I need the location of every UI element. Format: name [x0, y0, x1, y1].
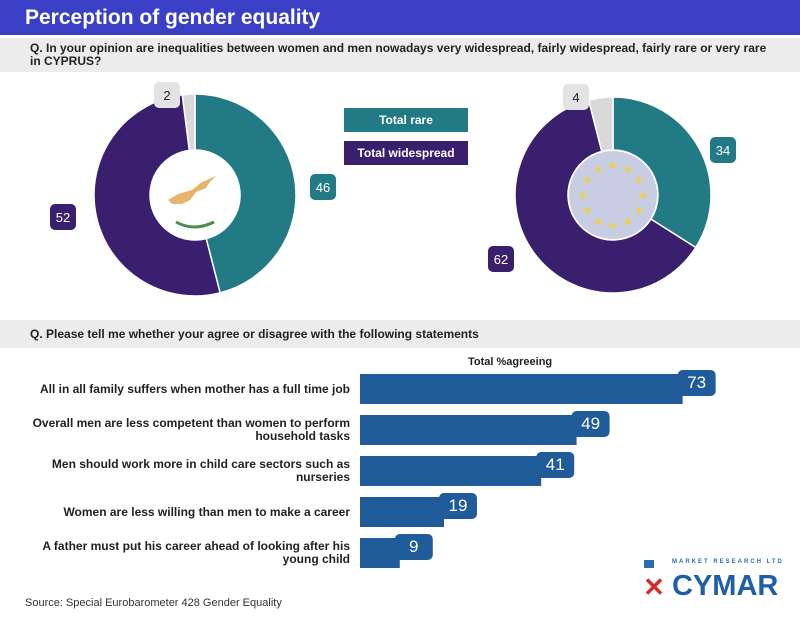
bar-value-2-text: 41 [546, 455, 565, 474]
donut-0-label-1 [50, 204, 76, 230]
donut-0-slice-0 [194, 93, 297, 294]
logo-subtitle: MARKET RESEARCH LTD [672, 559, 784, 565]
bar-value-1-text: 49 [581, 414, 600, 433]
eu-star-icon: ★ [634, 175, 644, 187]
bar-value-3-text: 19 [449, 496, 468, 515]
bar-value-4-text: 9 [409, 537, 418, 556]
eu-star-icon: ★ [623, 164, 633, 176]
eu-star-icon: ★ [623, 216, 633, 228]
logo-blocks-icon [644, 560, 654, 568]
bar-value-3 [438, 493, 477, 519]
bar-value-1 [571, 411, 610, 437]
bar-3 [360, 497, 444, 527]
donut-1-label-2-text: 4 [572, 90, 579, 105]
bar-0 [360, 374, 683, 404]
cyprus-flag-icon [151, 151, 239, 239]
donut-1-slice-0 [612, 96, 712, 249]
eu-star-icon: ★ [582, 205, 592, 217]
bar-category-label: A father must put his career ahead of lo… [42, 539, 350, 566]
logo-figure-icon: ✕ [643, 572, 665, 602]
donut-0-label-2 [154, 82, 180, 108]
eu-star-icon: ★ [582, 175, 592, 187]
bar-value-0 [677, 370, 716, 396]
bar-category-label: Women are less willing than men to make … [63, 504, 350, 519]
bar-2 [360, 456, 542, 486]
donut-1-label-1 [488, 246, 514, 272]
source-note: Source: Special Eurobarometer 428 Gender… [25, 597, 282, 609]
question-2: Q. Please tell me whether your agree or … [0, 320, 800, 348]
donut-0-slice-2 [181, 93, 196, 152]
legend-rare: Total rare [344, 108, 468, 132]
eu-star-icon: ★ [593, 216, 603, 228]
donut-0-label-1-text: 52 [56, 210, 70, 225]
bar-1 [360, 415, 577, 445]
bar-value-4 [394, 534, 433, 560]
bar-value-2 [536, 452, 575, 478]
donut-1-label-1-text: 62 [494, 252, 508, 267]
donut-1-label-2 [563, 84, 589, 110]
eu-flag-icon [569, 151, 657, 239]
question-1: Q. In your opinion are inequalities betw… [0, 38, 800, 72]
eu-star-icon: ★ [593, 164, 603, 176]
bar-chart-title: Total %agreeing [468, 356, 553, 368]
logo-text: CYMAR [672, 570, 779, 602]
donut-1-slice-1 [514, 99, 697, 294]
donut-1-label-0-text: 34 [716, 143, 730, 158]
bar-category-label: Overall men are less competent than wome… [32, 416, 350, 443]
eu-star-icon: ★ [578, 190, 588, 202]
eu-star-icon: ★ [638, 190, 648, 202]
legend-widespread: Total widespread [344, 141, 468, 165]
donut-1-slice-2 [587, 96, 614, 153]
eu-star-icon: ★ [608, 160, 618, 172]
donut-0-label-2-text: 2 [163, 88, 170, 103]
page-title: Perception of gender equality [0, 0, 800, 35]
eu-star-icon: ★ [608, 220, 618, 232]
bar-category-label: Men should work more in child care secto… [51, 457, 350, 484]
donut-0-label-0 [310, 174, 336, 200]
cymar-logo: MARKET RESEARCH LTD ✕ CYMAR [636, 558, 786, 608]
olive-branch-icon [175, 220, 215, 229]
donut-0-label-0-text: 46 [316, 180, 330, 195]
bar-4 [360, 538, 400, 568]
cyprus-map-icon [168, 176, 216, 204]
donut-1-label-0 [710, 137, 736, 163]
bar-value-0-text: 73 [687, 373, 706, 392]
eu-star-icon: ★ [634, 205, 644, 217]
bar-category-label: All in all family suffers when mother ha… [39, 381, 350, 396]
